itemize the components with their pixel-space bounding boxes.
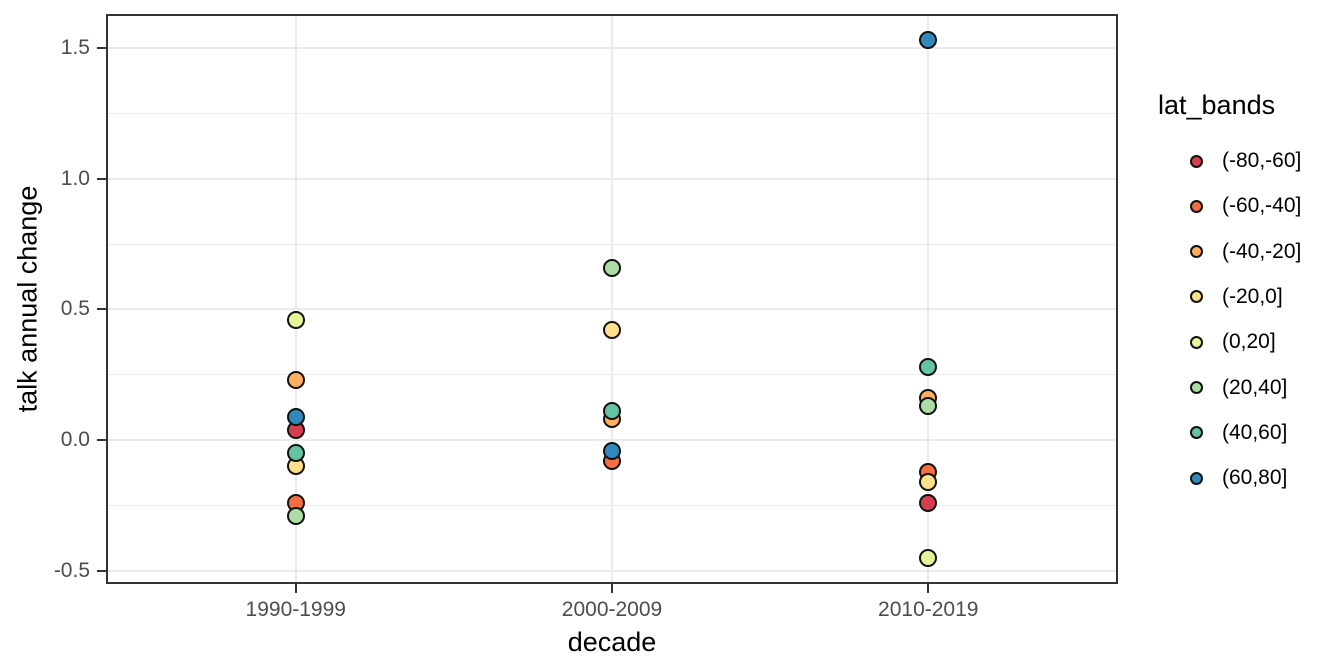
data-point-(-20,0] <box>919 473 938 492</box>
data-point-(20,40] <box>603 258 621 277</box>
gridline-major <box>106 439 1118 442</box>
gridline-minor <box>106 505 1118 507</box>
legend-key-(-80,-60] <box>1190 154 1203 168</box>
y-tick-label: -0.5 <box>53 558 90 582</box>
y-tick-mark <box>97 177 106 180</box>
data-point-(0,20] <box>919 548 938 567</box>
gridline-major <box>106 569 1118 572</box>
gridline-major <box>106 177 1118 180</box>
gridline-category <box>294 14 297 584</box>
legend-key-(-20,0] <box>1190 290 1203 304</box>
y-tick-label: 0.0 <box>60 428 90 452</box>
data-point-(-20,0] <box>603 321 621 340</box>
gridline-minor <box>106 243 1118 245</box>
data-point-(40,60] <box>286 444 305 463</box>
gridline-minor <box>106 374 1118 376</box>
y-tick-label: 1.0 <box>60 166 90 190</box>
gridline-category <box>611 14 613 584</box>
y-tick-mark <box>97 308 106 311</box>
legend-label: (-80,-60] <box>1222 149 1302 172</box>
legend-label: (-60,-40] <box>1222 194 1302 218</box>
plot-panel <box>106 14 1118 584</box>
legend-label: (0,20] <box>1222 330 1276 354</box>
y-tick-mark <box>97 439 106 442</box>
data-point-(-40,-20] <box>286 371 305 390</box>
gridline-major <box>106 46 1118 49</box>
data-point-(40,60] <box>603 402 621 421</box>
legend-key-(-40,-20] <box>1190 245 1203 259</box>
legend-key-(40,60] <box>1190 426 1203 440</box>
data-point-(60,80] <box>286 407 305 426</box>
x-tick-mark <box>611 584 613 593</box>
x-axis-title: decade <box>567 627 657 657</box>
data-point-(0,20] <box>286 310 305 329</box>
legend-label: (-20,0] <box>1222 284 1283 308</box>
legend-key-(20,40] <box>1190 381 1203 394</box>
data-point-(20,40] <box>919 397 938 416</box>
legend-title: lat_bands <box>1158 90 1276 120</box>
y-tick-label: 0.5 <box>60 297 90 321</box>
y-tick-mark <box>97 569 106 572</box>
gridline-major <box>106 308 1118 311</box>
legend-key-(60,80] <box>1190 471 1203 485</box>
x-tick-mark <box>927 584 930 593</box>
x-tick-mark <box>294 584 297 593</box>
x-tick-label: 2000-2009 <box>561 598 663 621</box>
gridline-minor <box>106 112 1118 114</box>
y-axis-title: talk annual change <box>12 185 43 413</box>
data-point-(-80,-60] <box>919 493 938 512</box>
y-tick-mark <box>97 46 106 49</box>
x-tick-label: 1990-1999 <box>245 598 346 621</box>
legend-label: (-40,-20] <box>1222 239 1302 263</box>
legend-key-(-60,-40] <box>1190 199 1203 213</box>
data-point-(20,40] <box>286 507 305 526</box>
data-point-(60,80] <box>919 31 938 50</box>
legend-label: (20,40] <box>1222 375 1288 399</box>
legend-label: (40,60] <box>1222 420 1288 444</box>
gridline-category <box>927 14 930 584</box>
y-tick-label: 1.5 <box>60 35 90 59</box>
x-tick-label: 2010-2019 <box>878 598 979 621</box>
data-point-(60,80] <box>603 441 621 460</box>
data-point-(40,60] <box>919 357 938 376</box>
legend-label: (60,80] <box>1222 466 1288 490</box>
legend-key-(0,20] <box>1190 335 1203 349</box>
